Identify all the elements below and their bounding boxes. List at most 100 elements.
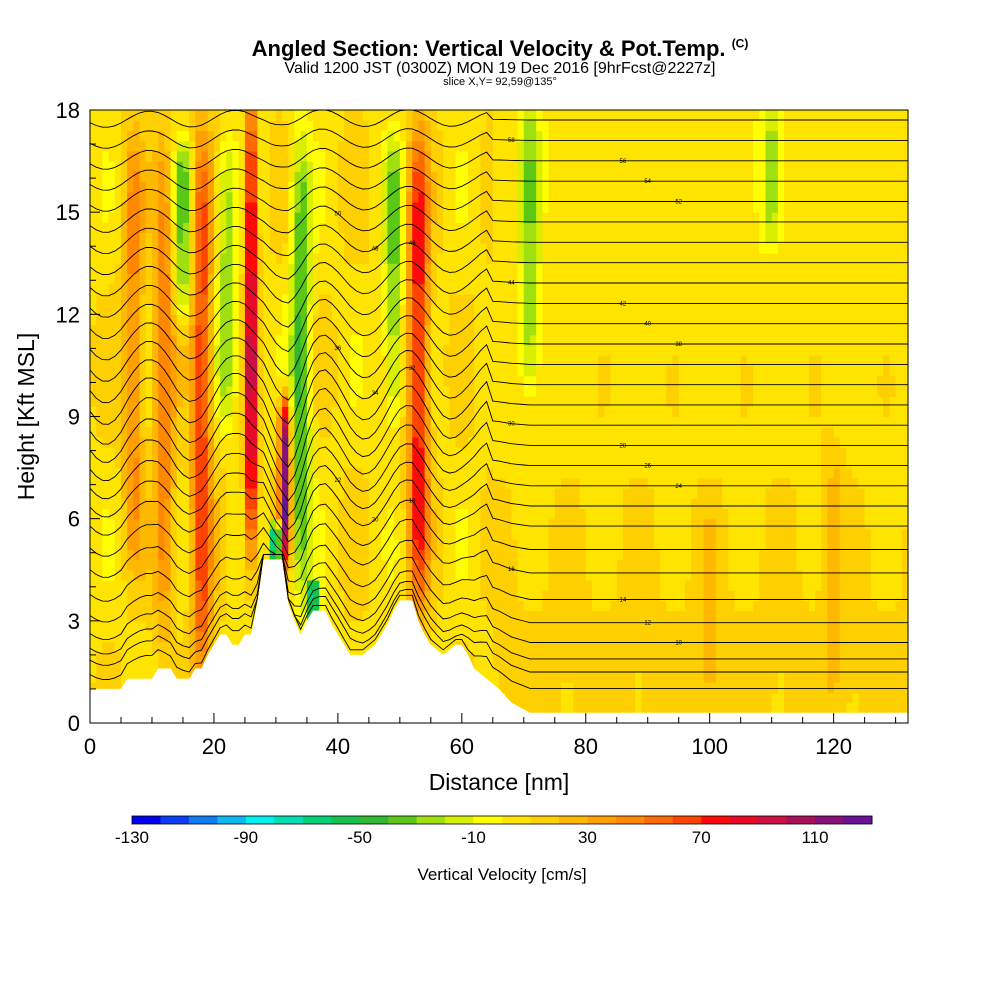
velocity-cell (269, 140, 277, 152)
velocity-cell (220, 273, 227, 285)
velocity-cell (573, 140, 581, 152)
velocity-cell (393, 549, 401, 561)
velocity-cell (220, 457, 227, 469)
velocity-cell (579, 191, 587, 203)
velocity-cell (139, 365, 147, 377)
velocity-cell (560, 518, 568, 530)
velocity-cell (381, 242, 389, 254)
velocity-cell (313, 171, 320, 183)
velocity-cell (511, 324, 519, 336)
velocity-cell (90, 457, 97, 469)
velocity-cell (151, 549, 159, 561)
velocity-cell (511, 651, 519, 663)
velocity-cell (313, 406, 320, 418)
velocity-cell (567, 559, 574, 571)
velocity-cell (151, 365, 159, 377)
velocity-cell (313, 304, 320, 315)
velocity-cell (238, 161, 246, 172)
velocity-cell (344, 406, 351, 418)
velocity-cell (331, 355, 339, 367)
velocity-cell (164, 559, 172, 571)
velocity-cell (337, 508, 345, 520)
velocity-cell (319, 426, 327, 438)
velocity-cell (282, 365, 289, 377)
velocity-cell (269, 171, 277, 183)
velocity-cell (554, 539, 562, 550)
velocity-cell (313, 477, 320, 489)
velocity-cell (585, 344, 593, 356)
velocity-cell (108, 518, 116, 530)
velocity-cell (375, 631, 382, 642)
velocity-cell (300, 201, 308, 213)
velocity-cell (102, 590, 110, 601)
velocity-cell (455, 416, 463, 428)
velocity-cell (499, 539, 506, 550)
velocity-cell (548, 222, 556, 234)
velocity-cell (468, 559, 475, 571)
velocity-cell (468, 579, 475, 591)
velocity-cell (381, 518, 389, 530)
velocity-cell (195, 600, 203, 612)
velocity-cell (585, 314, 593, 326)
velocity-cell (492, 263, 500, 275)
velocity-cell (269, 242, 277, 254)
velocity-cell (480, 396, 488, 407)
velocity-cell (213, 467, 221, 479)
velocity-cell (220, 447, 227, 458)
velocity-cell (232, 488, 240, 499)
velocity-cell (90, 385, 97, 397)
velocity-cell (108, 488, 116, 499)
velocity-cell (176, 508, 184, 520)
velocity-cell (548, 406, 556, 418)
velocity-cell (164, 539, 172, 550)
velocity-cell (437, 631, 444, 642)
velocity-cell (542, 263, 550, 275)
velocity-cell (406, 273, 413, 285)
velocity-cell (362, 263, 370, 275)
velocity-cell (90, 232, 97, 244)
velocity-cell (238, 447, 246, 458)
velocity-cell (139, 222, 147, 234)
velocity-cell (529, 242, 537, 254)
velocity-cell (480, 283, 488, 295)
velocity-cell (461, 518, 469, 530)
velocity-cell (319, 222, 327, 234)
velocity-cell (337, 293, 345, 305)
velocity-cell (461, 406, 469, 418)
velocity-cell (176, 375, 184, 387)
velocity-cell (573, 344, 581, 356)
velocity-cell (145, 416, 153, 428)
velocity-cell (139, 396, 147, 407)
velocity-cell (120, 293, 128, 305)
velocity-cell (362, 293, 370, 305)
velocity-cell (90, 150, 97, 162)
velocity-cell (381, 324, 389, 336)
velocity-cell (474, 631, 482, 642)
velocity-cell (393, 324, 401, 336)
velocity-cell (164, 528, 172, 540)
velocity-cell (164, 140, 172, 152)
velocity-cell (591, 365, 599, 377)
velocity-cell (300, 120, 308, 132)
velocity-cell (455, 222, 463, 234)
velocity-cell (207, 201, 215, 213)
velocity-cell (344, 222, 351, 234)
velocity-cell (449, 375, 457, 387)
velocity-cell (158, 467, 165, 479)
velocity-cell (585, 518, 593, 530)
velocity-cell (523, 416, 531, 428)
velocity-cell (598, 375, 605, 387)
velocity-cell (344, 579, 351, 591)
velocity-cell (232, 253, 240, 264)
velocity-cell (486, 590, 494, 601)
velocity-cell (542, 426, 550, 438)
velocity-cell (412, 161, 420, 172)
velocity-cell (182, 344, 190, 356)
velocity-cell (393, 365, 401, 377)
velocity-cell (257, 559, 265, 571)
velocity-cell (560, 416, 568, 428)
velocity-cell (585, 181, 593, 193)
velocity-cell (554, 641, 562, 653)
velocity-cell (356, 140, 364, 152)
velocity-cell (96, 273, 103, 285)
